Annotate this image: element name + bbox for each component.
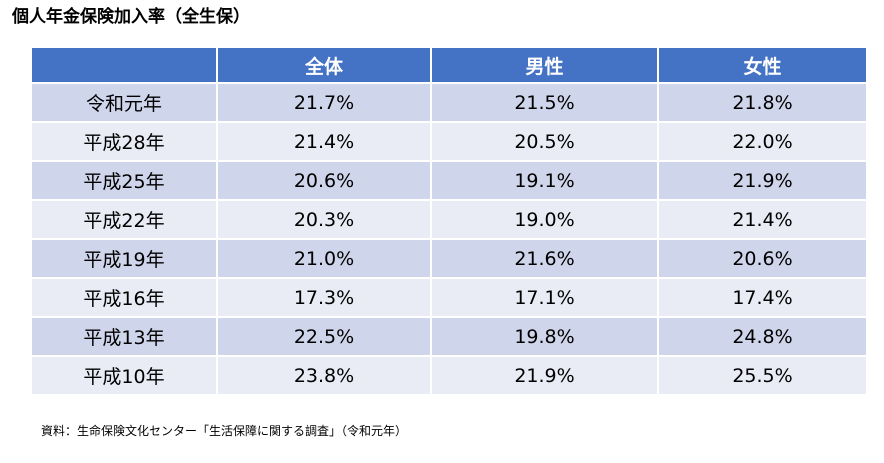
male-rate-cell: 21.6% — [432, 240, 657, 277]
total-rate-cell: 21.4% — [218, 123, 430, 160]
male-rate-cell: 19.1% — [432, 162, 657, 199]
row-year-label: 令和元年 — [32, 84, 216, 121]
source-note: 資料：生命保険文化センター「生活保障に関する調査」（令和元年） — [41, 424, 408, 438]
male-rate-cell: 21.5% — [432, 84, 657, 121]
row-year-label: 平成28年 — [32, 123, 216, 160]
enrollment-rate-table: 全体 男性 女性 令和元年 21.7% 21.5% 21.8% 平成28年 21… — [30, 46, 868, 396]
table-row: 平成19年 21.0% 21.6% 20.6% — [32, 240, 866, 277]
row-year-label: 平成10年 — [32, 357, 216, 394]
page-title: 個人年金保険加入率（全生保） — [12, 7, 250, 27]
female-rate-cell: 24.8% — [659, 318, 866, 355]
row-year-label: 平成25年 — [32, 162, 216, 199]
female-rate-cell: 21.8% — [659, 84, 866, 121]
row-year-label: 平成22年 — [32, 201, 216, 238]
female-rate-cell: 21.9% — [659, 162, 866, 199]
row-year-label: 平成19年 — [32, 240, 216, 277]
table-row: 平成25年 20.6% 19.1% 21.9% — [32, 162, 866, 199]
total-rate-cell: 22.5% — [218, 318, 430, 355]
table-row: 平成10年 23.8% 21.9% 25.5% — [32, 357, 866, 394]
total-rate-cell: 21.0% — [218, 240, 430, 277]
table-row: 平成22年 20.3% 19.0% 21.4% — [32, 201, 866, 238]
male-rate-cell: 17.1% — [432, 279, 657, 316]
male-rate-cell: 21.9% — [432, 357, 657, 394]
female-rate-cell: 22.0% — [659, 123, 866, 160]
header-male: 男性 — [432, 48, 657, 82]
table-header-row: 全体 男性 女性 — [32, 48, 866, 82]
male-rate-cell: 19.0% — [432, 201, 657, 238]
total-rate-cell: 23.8% — [218, 357, 430, 394]
total-rate-cell: 21.7% — [218, 84, 430, 121]
total-rate-cell: 17.3% — [218, 279, 430, 316]
total-rate-cell: 20.3% — [218, 201, 430, 238]
table-row: 令和元年 21.7% 21.5% 21.8% — [32, 84, 866, 121]
table-row: 平成13年 22.5% 19.8% 24.8% — [32, 318, 866, 355]
row-year-label: 平成13年 — [32, 318, 216, 355]
row-year-label: 平成16年 — [32, 279, 216, 316]
female-rate-cell: 21.4% — [659, 201, 866, 238]
table-row: 平成28年 21.4% 20.5% 22.0% — [32, 123, 866, 160]
female-rate-cell: 20.6% — [659, 240, 866, 277]
female-rate-cell: 25.5% — [659, 357, 866, 394]
header-female: 女性 — [659, 48, 866, 82]
header-empty-cell — [32, 48, 216, 82]
male-rate-cell: 19.8% — [432, 318, 657, 355]
male-rate-cell: 20.5% — [432, 123, 657, 160]
female-rate-cell: 17.4% — [659, 279, 866, 316]
header-total: 全体 — [218, 48, 430, 82]
total-rate-cell: 20.6% — [218, 162, 430, 199]
table-row: 平成16年 17.3% 17.1% 17.4% — [32, 279, 866, 316]
